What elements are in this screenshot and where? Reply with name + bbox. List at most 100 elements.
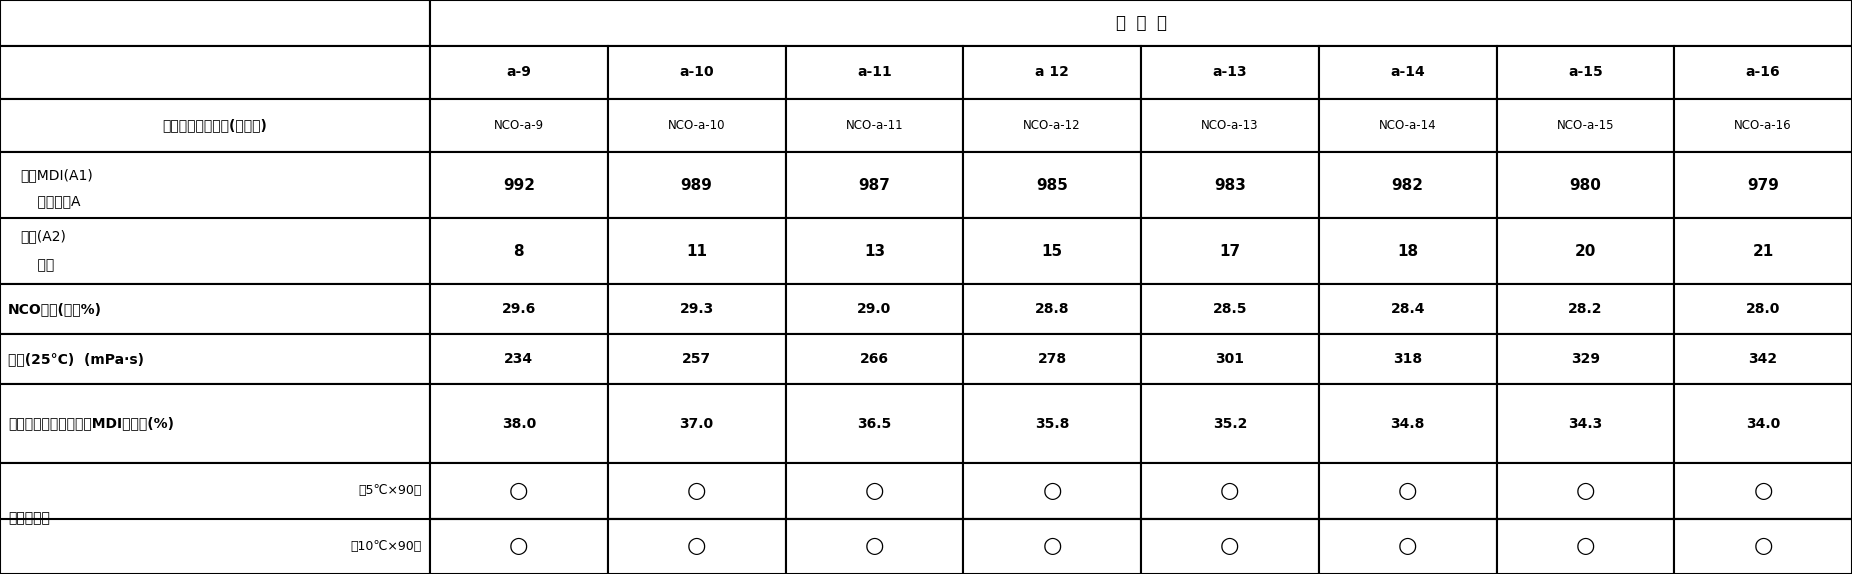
Text: ○: ○ [1043, 481, 1061, 501]
Bar [1319, 384, 1496, 463]
Bar [1674, 284, 1852, 334]
Bar [1141, 463, 1319, 518]
Text: ○: ○ [1576, 481, 1595, 501]
Bar [0, 284, 430, 334]
Bar [1496, 334, 1674, 384]
Text: ○: ○ [865, 536, 883, 556]
Text: 301: 301 [1215, 352, 1245, 366]
Text: a-13: a-13 [1213, 65, 1246, 80]
Bar [1674, 463, 1852, 518]
Bar [1674, 518, 1852, 574]
Text: 醇类(A2): 醇类(A2) [20, 230, 67, 243]
Bar [1674, 99, 1852, 152]
Text: NCO-a-9: NCO-a-9 [494, 119, 544, 132]
Text: 实  施  例: 实 施 例 [1115, 14, 1167, 32]
Bar [430, 284, 607, 334]
Bar [1496, 384, 1674, 463]
Text: 329: 329 [1570, 352, 1600, 366]
Text: ○: ○ [1043, 536, 1061, 556]
Text: 234: 234 [504, 352, 533, 366]
Text: ○: ○ [1754, 481, 1772, 501]
Text: 粘度(25°C)  (mPa·s): 粘度(25°C) (mPa·s) [7, 352, 144, 366]
Text: 28.0: 28.0 [1746, 302, 1780, 316]
Text: a-10: a-10 [680, 65, 713, 80]
Text: 37.0: 37.0 [680, 417, 713, 430]
Text: －10℃×90天: －10℃×90天 [350, 540, 422, 553]
Text: ○: ○ [509, 481, 528, 501]
Bar [607, 99, 785, 152]
Bar [1496, 518, 1674, 574]
Text: ○: ○ [509, 536, 528, 556]
Text: NCO-a-13: NCO-a-13 [1202, 119, 1259, 132]
Text: 29.6: 29.6 [502, 302, 535, 316]
Bar [607, 152, 785, 218]
Bar [963, 334, 1141, 384]
Bar [430, 152, 607, 218]
Bar [1674, 384, 1852, 463]
Text: 8: 8 [513, 243, 524, 258]
Bar [0, 46, 430, 99]
Bar [785, 334, 963, 384]
Bar [430, 99, 607, 152]
Bar [1319, 284, 1496, 334]
Bar [1496, 218, 1674, 284]
Bar [0, 0, 430, 46]
Bar [1319, 46, 1496, 99]
Bar [1674, 46, 1852, 99]
Bar [963, 218, 1141, 284]
Bar [1496, 463, 1674, 518]
Text: 987: 987 [859, 177, 891, 192]
Text: 318: 318 [1393, 352, 1422, 366]
Bar [1319, 518, 1496, 574]
Bar [963, 463, 1141, 518]
Text: ○: ○ [865, 481, 883, 501]
Bar [607, 518, 785, 574]
Bar [785, 518, 963, 574]
Text: 28.2: 28.2 [1569, 302, 1602, 316]
Text: 18: 18 [1396, 243, 1419, 258]
Text: NCO-a-11: NCO-a-11 [846, 119, 904, 132]
Bar [607, 218, 785, 284]
Bar [785, 463, 963, 518]
Bar [430, 384, 607, 463]
Bar [607, 284, 785, 334]
Text: 储存稳定性: 储存稳定性 [7, 511, 50, 526]
Text: 17: 17 [1219, 243, 1241, 258]
Bar [963, 384, 1141, 463]
Bar [1141, 284, 1319, 334]
Text: ○: ○ [1220, 536, 1239, 556]
Bar [1141, 334, 1319, 384]
Text: ○: ○ [1576, 536, 1595, 556]
Text: 989: 989 [682, 177, 713, 192]
Text: ○: ○ [687, 481, 706, 501]
Text: 342: 342 [1748, 352, 1778, 366]
Bar [607, 46, 785, 99]
Bar [430, 463, 607, 518]
Bar [785, 384, 963, 463]
Text: 15: 15 [1041, 243, 1063, 258]
Text: a-15: a-15 [1569, 65, 1602, 80]
Bar [0, 152, 430, 284]
Bar [785, 99, 963, 152]
Text: 257: 257 [682, 352, 711, 366]
Bar [1319, 99, 1496, 152]
Bar [1141, 46, 1319, 99]
Bar [0, 384, 430, 463]
Text: 29.0: 29.0 [857, 302, 891, 316]
Bar [0, 463, 430, 574]
Bar [1674, 334, 1852, 384]
Text: 35.8: 35.8 [1035, 417, 1069, 430]
Bar [607, 334, 785, 384]
Bar [1141, 152, 1319, 218]
Bar [1319, 334, 1496, 384]
Bar [1496, 152, 1674, 218]
Bar [1674, 218, 1852, 284]
Text: 多异氰酸酯组合物(质量份): 多异氰酸酯组合物(质量份) [163, 118, 267, 133]
Text: 多异氰酸酯组合物中的MDI的比例(%): 多异氰酸酯组合物中的MDI的比例(%) [7, 417, 174, 430]
Text: 992: 992 [504, 177, 535, 192]
Bar [1319, 463, 1496, 518]
Text: 35.2: 35.2 [1213, 417, 1246, 430]
Text: 28.5: 28.5 [1213, 302, 1246, 316]
Text: a-16: a-16 [1746, 65, 1780, 80]
Text: 982: 982 [1391, 177, 1424, 192]
